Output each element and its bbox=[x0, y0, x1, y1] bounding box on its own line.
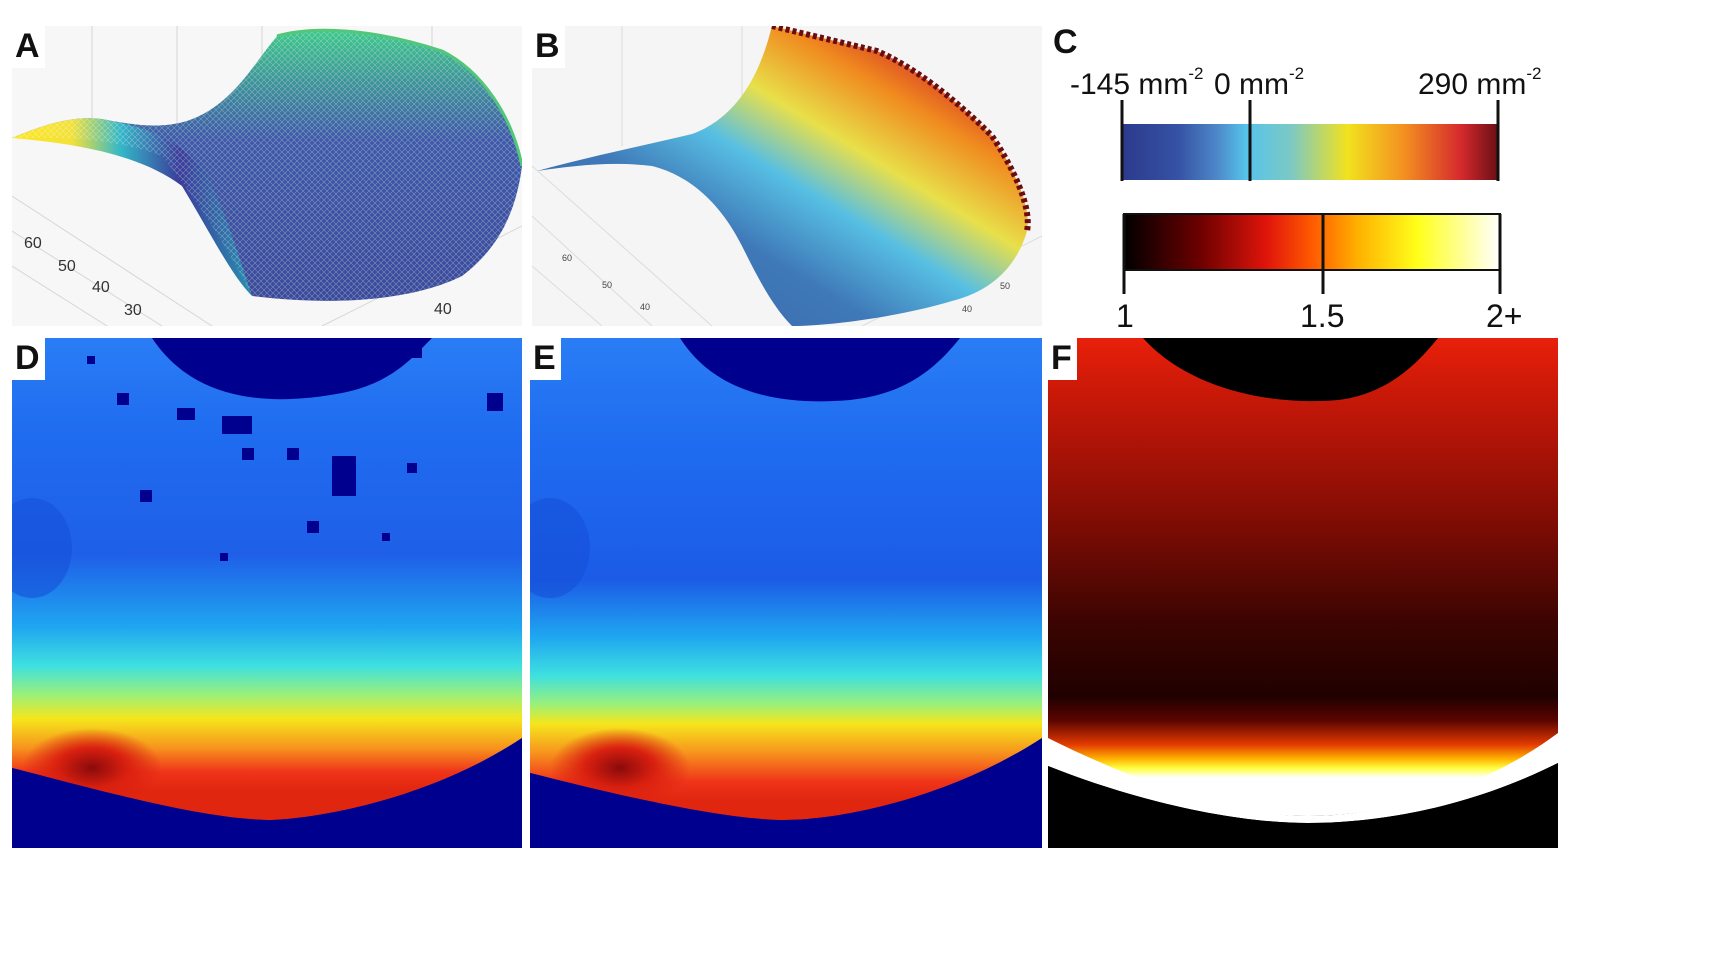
tick-x-0: 50 bbox=[1000, 281, 1010, 291]
colorbar1-min-label: -145 mm-2 bbox=[1070, 64, 1204, 102]
tick-x-1: 40 bbox=[962, 304, 972, 314]
panel-label-d: D bbox=[12, 338, 45, 380]
colorbar1-max-label: 290 mm-2 bbox=[1418, 64, 1542, 102]
colorbar1-mid-label: 0 mm-2 bbox=[1214, 64, 1304, 102]
tick-y-3: 30 bbox=[124, 302, 142, 319]
panel-label-c: C bbox=[1050, 22, 1083, 64]
tick-y-2: 40 bbox=[640, 302, 650, 312]
wireframe-surface-plot: 60 50 40 30 40 bbox=[12, 26, 522, 326]
colorbar1-unit: mm bbox=[1476, 68, 1527, 101]
missing-data-spots bbox=[87, 348, 503, 561]
panel-b: 60 50 40 50 40 B bbox=[532, 26, 1042, 326]
ratio-colorbar bbox=[1123, 213, 1501, 271]
colorbar1-exponent: -2 bbox=[1526, 64, 1542, 83]
colorbar1-min-value: -145 bbox=[1070, 68, 1131, 101]
curvature-colorbar bbox=[1122, 124, 1498, 180]
colorbar1-unit: mm bbox=[1138, 68, 1189, 101]
colorbars bbox=[1120, 100, 1502, 294]
panel-f: F bbox=[1048, 338, 1558, 848]
colorbar2-tick-2: 2+ bbox=[1486, 298, 1523, 334]
shaded-surface-plot: 60 50 40 50 40 bbox=[532, 26, 1042, 326]
tick-y-0: 60 bbox=[24, 235, 42, 252]
colorbar1-exponent: -2 bbox=[1188, 64, 1204, 83]
curvature-heatmap-smoothed bbox=[530, 338, 1042, 848]
colorbar2-tick-0: 1 bbox=[1116, 298, 1134, 334]
colorbar1-exponent: -2 bbox=[1289, 64, 1305, 83]
panel-label-a: A bbox=[12, 26, 45, 68]
curvature-heatmap-raw bbox=[12, 338, 522, 848]
panel-e: E bbox=[530, 338, 1042, 848]
tick-y-2: 40 bbox=[92, 279, 110, 296]
tick-y-1: 50 bbox=[58, 258, 76, 275]
tick-y-0: 60 bbox=[562, 253, 572, 263]
ratio-heatmap bbox=[1048, 338, 1558, 848]
tick-x-0: 40 bbox=[434, 301, 452, 318]
colorbar1-unit: mm bbox=[1239, 68, 1290, 101]
colorbar1-max-value: 290 bbox=[1418, 68, 1469, 101]
colorbar1-mid-value: 0 bbox=[1214, 68, 1231, 101]
panel-label-e: E bbox=[530, 338, 561, 380]
tick-y-1: 50 bbox=[602, 280, 612, 290]
colorbar2-tick-1: 1.5 bbox=[1300, 298, 1345, 334]
panel-d: D bbox=[12, 338, 522, 848]
panel-c: C -145 mm-2 0 mm-2 290 mm-2 bbox=[1050, 20, 1560, 340]
panel-a: 60 50 40 30 40 A bbox=[12, 26, 522, 326]
panel-label-f: F bbox=[1048, 338, 1077, 380]
panel-label-b: B bbox=[532, 26, 565, 68]
